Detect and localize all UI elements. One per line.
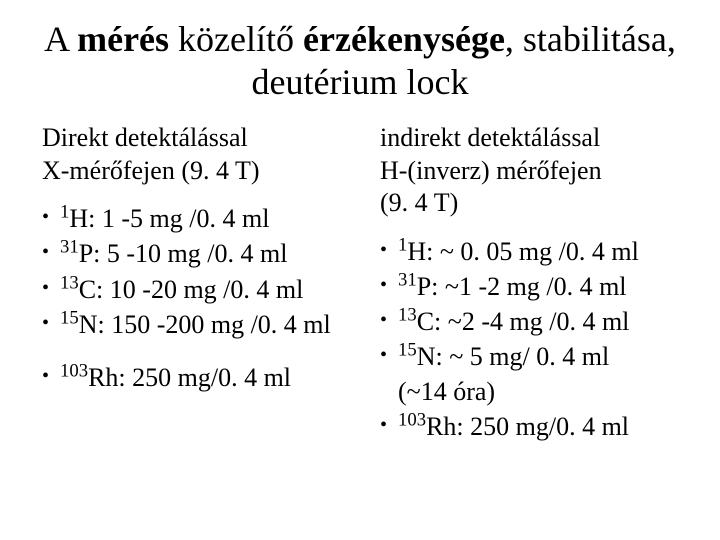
isotope-symbol: Rh:: [426, 412, 464, 441]
isotope-mass: 31: [398, 269, 417, 290]
isotope-mass: 15: [60, 307, 79, 328]
isotope-value: ~1 -2 mg /0. 4 ml: [438, 272, 626, 301]
slide-title: A mérés közelítő érzékenysége, stabilitá…: [28, 18, 692, 104]
list-item: 13C: 10 -20 mg /0. 4 ml: [42, 272, 354, 307]
isotope-symbol: C:: [417, 307, 442, 336]
isotope-value: 250 mg/0. 4 ml: [126, 363, 291, 392]
list-item: 31P: ~1 -2 mg /0. 4 ml: [380, 269, 692, 304]
list-item: 13C: ~2 -4 mg /0. 4 ml: [380, 304, 692, 339]
title-bold-1: mérés: [77, 19, 169, 59]
left-intro: Direkt detektálással X-mérőfejen (9. 4 T…: [42, 122, 354, 187]
slide: A mérés közelítő érzékenysége, stabilitá…: [0, 0, 720, 540]
isotope-mass: 1: [398, 234, 407, 255]
isotope-value: ~ 5 mg/ 0. 4 ml: [443, 342, 609, 371]
isotope-mass: 103: [60, 360, 88, 381]
list-item: 1H: ~ 0. 05 mg /0. 4 ml: [380, 234, 692, 269]
isotope-value: 5 -10 mg /0. 4 ml: [100, 239, 287, 268]
isotope-continuation: (~14 óra): [398, 377, 495, 406]
left-intro-line1: Direkt detektálással: [42, 123, 248, 152]
isotope-symbol: H:: [407, 237, 433, 266]
right-list: 1H: ~ 0. 05 mg /0. 4 ml 31P: ~1 -2 mg /0…: [380, 234, 692, 445]
isotope-symbol: P:: [79, 239, 101, 268]
isotope-mass: 31: [60, 237, 79, 258]
isotope-value: 10 -20 mg /0. 4 ml: [103, 275, 303, 304]
right-intro-line1: indirekt detektálással: [380, 123, 600, 152]
isotope-symbol: Rh:: [88, 363, 126, 392]
isotope-value: 1 -5 mg /0. 4 ml: [95, 204, 269, 233]
isotope-symbol: N:: [417, 342, 443, 371]
left-column: Direkt detektálással X-mérőfejen (9. 4 T…: [28, 122, 360, 444]
list-item: 103Rh: 250 mg/0. 4 ml: [380, 409, 692, 444]
right-intro: indirekt detektálással H-(inverz) mérőfe…: [380, 122, 692, 220]
isotope-mass: 103: [398, 410, 426, 431]
isotope-symbol: N:: [79, 310, 105, 339]
right-intro-line3: (9. 4 T): [380, 188, 458, 217]
isotope-mass: 15: [398, 340, 417, 361]
list-item: 15N: 150 -200 mg /0. 4 ml: [42, 307, 354, 342]
title-text-1: A: [44, 19, 77, 59]
isotope-mass: 13: [60, 272, 79, 293]
isotope-value: ~2 -4 mg /0. 4 ml: [441, 307, 629, 336]
list-item: 103Rh: 250 mg/0. 4 ml: [42, 360, 354, 395]
right-column: indirekt detektálással H-(inverz) mérőfe…: [360, 122, 692, 444]
left-intro-line2: X-mérőfejen (9. 4 T): [42, 156, 260, 185]
right-intro-line2: H-(inverz) mérőfejen: [380, 156, 602, 185]
title-bold-2: érzékenysége: [303, 19, 505, 59]
isotope-value: 250 mg/0. 4 ml: [464, 412, 629, 441]
left-list: 1H: 1 -5 mg /0. 4 ml 31P: 5 -10 mg /0. 4…: [42, 201, 354, 394]
content-columns: Direkt detektálással X-mérőfejen (9. 4 T…: [28, 122, 692, 444]
isotope-value: 150 -200 mg /0. 4 ml: [105, 310, 331, 339]
isotope-symbol: P:: [417, 272, 439, 301]
list-item: 15N: ~ 5 mg/ 0. 4 ml (~14 óra): [380, 339, 692, 409]
list-item: 31P: 5 -10 mg /0. 4 ml: [42, 236, 354, 271]
title-text-2: közelítő: [169, 19, 303, 59]
isotope-value: ~ 0. 05 mg /0. 4 ml: [433, 237, 638, 266]
isotope-mass: 1: [60, 202, 69, 223]
isotope-symbol: C:: [79, 275, 104, 304]
list-item: 1H: 1 -5 mg /0. 4 ml: [42, 201, 354, 236]
isotope-symbol: H:: [69, 204, 95, 233]
isotope-mass: 13: [398, 304, 417, 325]
